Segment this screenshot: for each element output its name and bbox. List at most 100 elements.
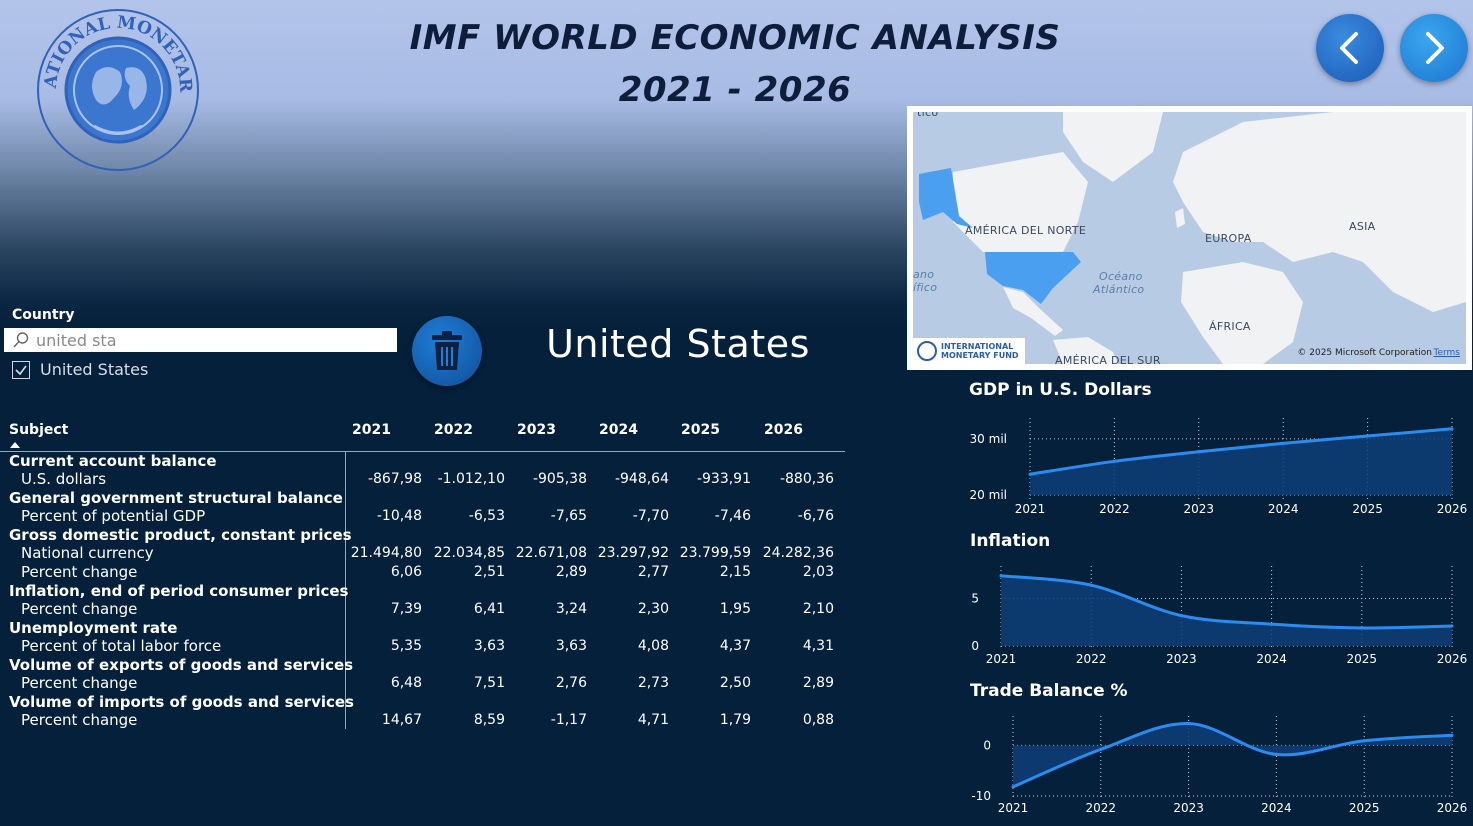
table-cell: -7,70 — [632, 508, 669, 524]
map-label-asia: ASIA — [1349, 220, 1376, 233]
table-unit: Percent change — [21, 711, 138, 729]
x-tick-label: 2021 — [1015, 502, 1046, 516]
alaska-region — [919, 168, 973, 228]
checkmark-icon — [15, 365, 27, 375]
table-cell: 2,03 — [802, 564, 834, 580]
y-tick-label: 30 mil — [970, 432, 1007, 446]
map-label-pacific-2: ífico — [913, 281, 938, 294]
clear-filter-button[interactable] — [412, 316, 482, 386]
trade-balance-chart[interactable]: 0 -10 2021 2022 2023 2024 2025 2026 — [955, 712, 1470, 820]
table-cell: 8,59 — [473, 712, 505, 728]
country-option-row[interactable]: United States — [12, 360, 148, 379]
series-line — [1012, 722, 1453, 789]
table-cell: 6,06 — [390, 564, 422, 580]
x-tick-label: 2025 — [1352, 502, 1383, 516]
chevron-right-icon — [1426, 32, 1444, 64]
previous-page-button[interactable] — [1316, 14, 1384, 82]
column-header-year[interactable]: 2025 — [681, 422, 720, 438]
gdp-chart-title: GDP in U.S. Dollars — [969, 380, 1152, 400]
data-point — [1089, 583, 1093, 587]
data-point — [1187, 722, 1191, 726]
table-unit: Percent of potential GDP — [21, 507, 206, 525]
series-area — [1030, 428, 1452, 495]
table-cell: -1.012,10 — [437, 471, 505, 487]
table-cell: -948,64 — [614, 471, 669, 487]
data-point — [1179, 614, 1183, 618]
series-line — [1029, 427, 1453, 476]
map-label-south-america: AMÉRICA DEL SUR — [1055, 354, 1161, 364]
table-cell: 2,89 — [555, 564, 587, 580]
map-canvas[interactable]: tico AMÉRICA DEL NORTE EUROPA ASIA ÁFRIC… — [913, 112, 1466, 364]
table-unit: Percent change — [21, 600, 138, 618]
data-point — [1450, 733, 1454, 737]
y-tick-label: 0 — [983, 738, 991, 752]
gdp-chart[interactable]: 20 mil 30 mil 2021 2022 2023 2024 2025 2026 — [955, 410, 1470, 520]
column-header-subject[interactable]: Subject — [9, 422, 69, 438]
table-subject: Inflation, end of period consumer prices — [9, 582, 349, 600]
column-header-year[interactable]: 2026 — [764, 422, 803, 438]
x-tick-label: 2025 — [1347, 652, 1378, 666]
series-area — [1001, 575, 1452, 646]
table-cell: 2,51 — [473, 564, 505, 580]
table-divider — [345, 452, 346, 729]
country-search-input[interactable] — [36, 330, 376, 350]
table-unit: U.S. dollars — [21, 470, 107, 488]
page-title: IMF WORLD ECONOMIC ANALYSIS 2021 - 2026 — [300, 12, 1170, 116]
country-checkbox[interactable] — [12, 360, 30, 379]
table-unit: Percent of total labor force — [21, 637, 222, 655]
x-tick-label: 2021 — [998, 801, 1029, 815]
table-cell: 24.282,36 — [762, 545, 834, 561]
table-cell: 1,79 — [719, 712, 751, 728]
x-tick-label: 2024 — [1261, 801, 1292, 815]
next-page-button[interactable] — [1400, 14, 1468, 82]
imf-logo: INTERNATIONAL MONETARY FUND — [34, 6, 199, 171]
table-cell: 0,88 — [802, 712, 834, 728]
country-search-box[interactable] — [4, 328, 397, 352]
table-cell: -905,38 — [532, 471, 587, 487]
data-point — [1112, 459, 1116, 463]
data-point — [1197, 450, 1201, 454]
table-subject: Unemployment rate — [9, 619, 178, 637]
table-cell: -6,53 — [468, 508, 505, 524]
map-label-ocean-1: Océano — [1099, 270, 1143, 283]
map-terms-link[interactable]: Terms — [1433, 348, 1460, 358]
trade-balance-chart-title: Trade Balance % — [970, 681, 1128, 701]
data-point — [1028, 472, 1032, 476]
table-cell: -7,46 — [714, 508, 751, 524]
usa-region — [985, 252, 1081, 304]
table-subject: Current account balance — [9, 452, 217, 470]
map-label-pacific-1: ano — [913, 268, 935, 281]
imf-mini-seal-icon — [917, 341, 937, 361]
world-map[interactable]: tico AMÉRICA DEL NORTE EUROPA ASIA ÁFRIC… — [907, 106, 1472, 370]
table-cell: 3,24 — [555, 601, 587, 617]
table-cell: 1,95 — [719, 601, 751, 617]
x-tick-label: 2024 — [1256, 652, 1287, 666]
inflation-chart[interactable]: 0 5 2021 2022 2023 2024 2025 2026 — [955, 562, 1470, 670]
sort-ascending-icon[interactable] — [10, 442, 20, 448]
indicator-table: Subject 2021 2022 2023 2024 2025 2026 — [0, 418, 845, 452]
table-subject: Volume of imports of goods and services — [9, 693, 354, 711]
data-point — [1274, 752, 1278, 756]
x-tick-label: 2022 — [1076, 652, 1107, 666]
table-cell: 2,77 — [637, 564, 669, 580]
column-header-year[interactable]: 2024 — [599, 422, 638, 438]
column-header-year[interactable]: 2023 — [517, 422, 556, 438]
series-area — [1013, 723, 1452, 787]
column-header-year[interactable]: 2022 — [434, 422, 473, 438]
x-tick-label: 2023 — [1173, 801, 1204, 815]
selected-country-title: United States — [546, 322, 810, 366]
country-filter-label: Country — [12, 307, 75, 323]
x-tick-label: 2026 — [1437, 652, 1468, 666]
x-tick-label: 2023 — [1166, 652, 1197, 666]
table-subject: Gross domestic product, constant prices — [9, 526, 352, 544]
map-label-ocean-2: Atlántico — [1093, 283, 1145, 296]
map-copyright: © 2025 Microsoft Corporation — [1297, 348, 1432, 358]
badge-line-1: INTERNATIONAL — [941, 342, 1014, 351]
table-cell: 21.494,80 — [350, 545, 422, 561]
map-label-europe: EUROPA — [1205, 232, 1252, 245]
table-cell: 4,37 — [719, 638, 751, 654]
x-tick-label: 2025 — [1349, 801, 1380, 815]
x-tick-label: 2024 — [1268, 502, 1299, 516]
column-header-year[interactable]: 2021 — [352, 422, 391, 438]
